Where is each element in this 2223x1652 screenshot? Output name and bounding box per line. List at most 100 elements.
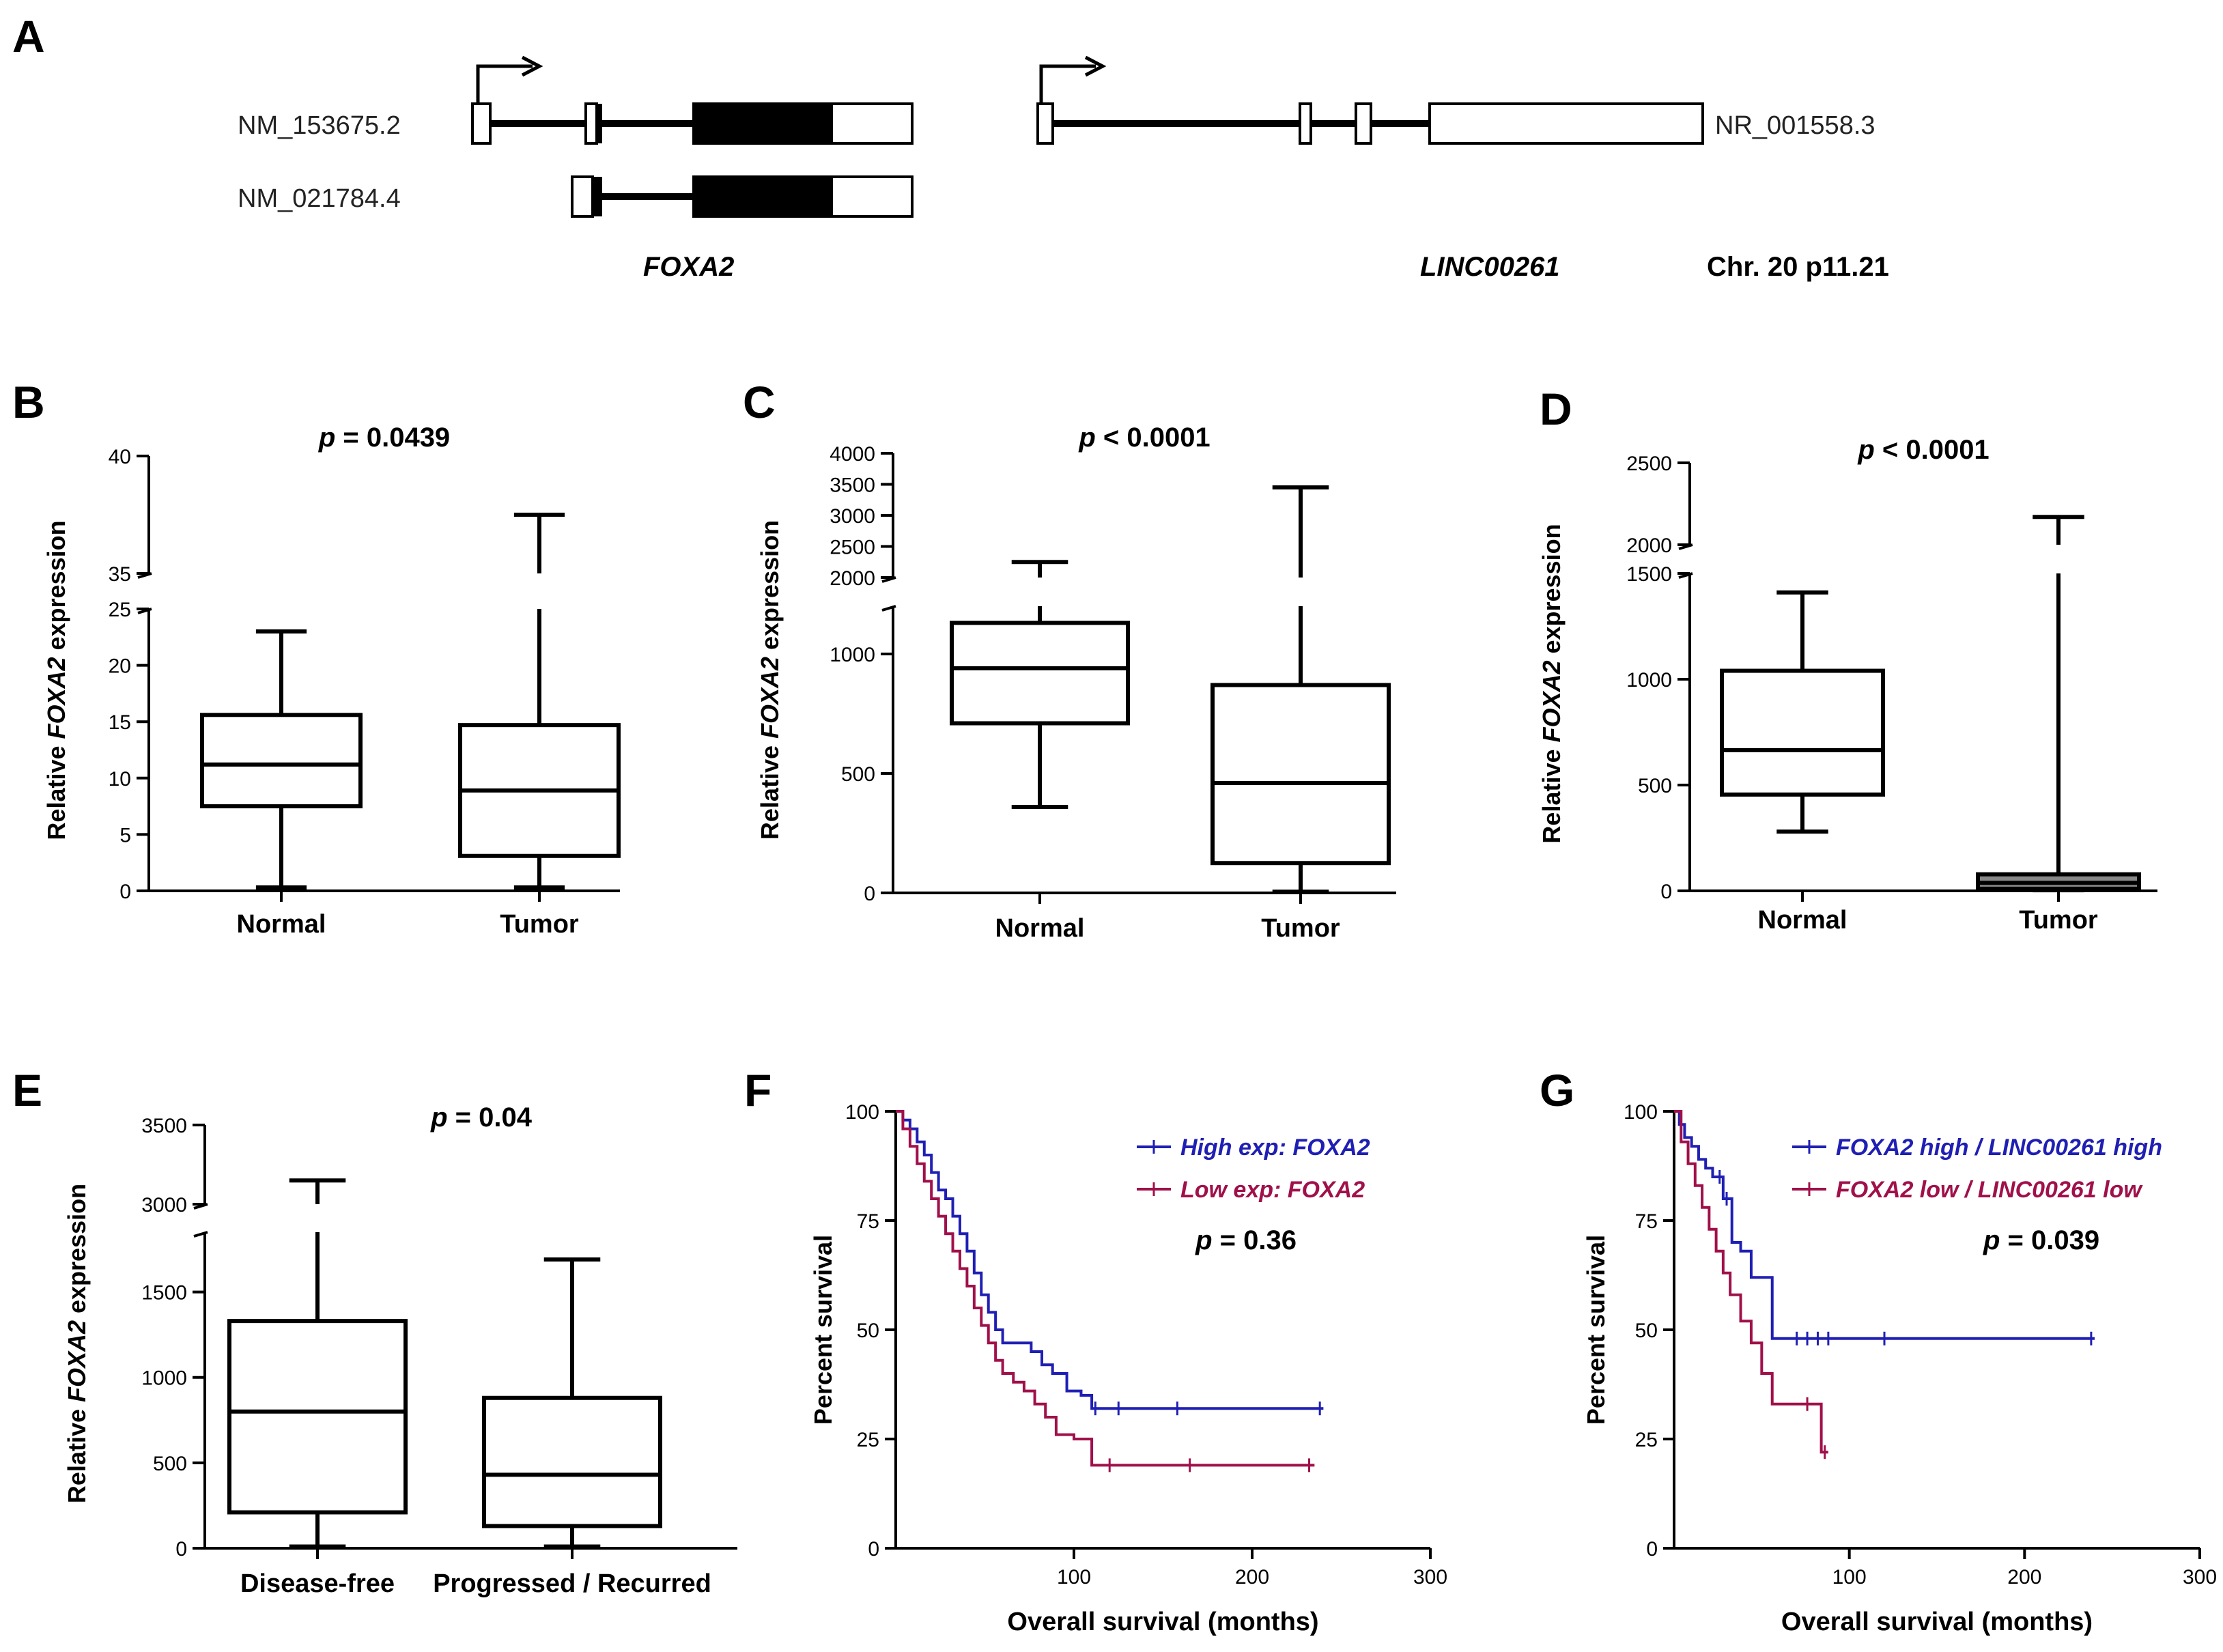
tss-arrow-foxa2 <box>476 64 533 109</box>
exon-coding <box>692 102 833 145</box>
panel-f: F 0 25 50 75 100 100 200 300 Overall survival (mo… <box>744 1065 1447 1636</box>
y-tick-label: 0 <box>1646 1538 1658 1561</box>
y-tick-label: 1000 <box>1626 669 1672 692</box>
box <box>1210 683 1391 866</box>
exon-small-fill <box>597 104 602 143</box>
p-value: p = 0.0439 <box>318 423 450 453</box>
y-tick-label: 100 <box>845 1101 879 1124</box>
exon-utr <box>830 102 914 145</box>
panel-label: F <box>744 1065 771 1115</box>
axis-break-mark <box>881 605 896 612</box>
p-value: p < 0.0001 <box>1857 435 1989 465</box>
axis-break-mark <box>881 576 896 583</box>
y-tick-label: 3000 <box>830 505 875 528</box>
y-tick-label: 2000 <box>1626 535 1672 557</box>
p-value: p = 0.039 <box>1983 1225 2099 1255</box>
y-tick-label: 3500 <box>830 474 875 497</box>
p-value: p = 0.04 <box>430 1102 533 1133</box>
panel-label: B <box>12 377 45 427</box>
box <box>950 621 1130 726</box>
exon-small-fill <box>593 177 602 216</box>
y-tick-label: 2500 <box>830 537 875 559</box>
y-axis-label: Relative FOXA2 expression <box>63 1184 91 1503</box>
axis-break-mark <box>1678 543 1693 550</box>
category-label: Normal <box>1758 906 1847 935</box>
transcript-label: NM_153675.2 <box>238 111 401 140</box>
y-axis-label: Relative FOXA2 expression <box>756 520 784 840</box>
axis-break-mark <box>137 608 152 614</box>
y-tick-label: 0 <box>175 1538 187 1561</box>
y-axis-label: Percent survival <box>1582 1235 1610 1425</box>
p-value: p = 0.36 <box>1195 1225 1297 1255</box>
y-tick-label: 4000 <box>830 443 875 466</box>
exon <box>1036 102 1054 145</box>
exon-coding <box>692 175 833 218</box>
exon <box>1299 102 1312 145</box>
box <box>200 713 363 809</box>
axis-break-mark <box>193 1203 208 1210</box>
survival-curve <box>896 1110 1315 1467</box>
y-tick-label: 50 <box>1635 1320 1658 1342</box>
y-tick-label: 2000 <box>830 567 875 590</box>
x-tick-label: 300 <box>1413 1566 1447 1589</box>
transcript-label: NM_021784.4 <box>238 184 401 213</box>
panel-g: G 0 25 50 75 100 100 200 300 Overall survival (mo… <box>1540 1065 2217 1636</box>
y-tick-label: 100 <box>1624 1101 1658 1124</box>
tss-arrow-linc-head <box>1084 55 1107 77</box>
y-tick-label: 25 <box>1635 1429 1658 1451</box>
y-tick-label: 3000 <box>141 1194 187 1216</box>
category-label: Disease-free <box>240 1569 395 1598</box>
x-tick-label: 100 <box>1832 1566 1867 1589</box>
y-axis-label: Percent survival <box>809 1235 837 1425</box>
exon-utr <box>471 102 492 145</box>
exon <box>1355 102 1372 145</box>
chromosome-locus: Chr. 20 p11.21 <box>1707 252 1889 282</box>
tss-arrow-linc <box>1039 64 1096 109</box>
panel-a: A NM_153675.2 NM_021784.4 NR_001558.3 FO… <box>12 11 1889 282</box>
panel-label: G <box>1540 1065 1574 1115</box>
y-tick-label: 20 <box>109 655 131 678</box>
panel-label: D <box>1540 384 1572 434</box>
y-tick-label: 1000 <box>141 1367 187 1390</box>
exon-small <box>584 102 598 145</box>
y-tick-label: 0 <box>1660 881 1672 903</box>
y-tick-label: 0 <box>864 883 875 905</box>
p-value: p < 0.0001 <box>1078 423 1210 453</box>
box <box>227 1319 408 1515</box>
category-label: Tumor <box>500 910 579 939</box>
y-axis-label: Relative FOXA2 expression <box>1538 524 1566 843</box>
axis-break-mark <box>1678 572 1693 579</box>
legend-entry: Low exp: FOXA2 <box>1180 1177 1365 1203</box>
y-tick-label: 10 <box>109 768 131 791</box>
y-tick-label: 1500 <box>141 1282 187 1305</box>
category-label: Normal <box>237 910 326 939</box>
y-tick-label: 500 <box>1638 775 1672 797</box>
survival-curve <box>1674 1110 1828 1454</box>
gene-name-foxa2: FOXA2 <box>643 252 734 282</box>
y-tick-label: 35 <box>109 563 131 586</box>
panel-label: C <box>743 377 776 427</box>
survival-curve <box>1674 1110 2095 1340</box>
tss-arrow-foxa2-head <box>521 55 543 77</box>
x-tick-label: 100 <box>1057 1566 1091 1589</box>
panel-label-a: A <box>12 11 45 61</box>
y-tick-label: 0 <box>119 881 131 903</box>
y-tick-label: 75 <box>857 1210 879 1233</box>
exon <box>1428 102 1704 145</box>
x-axis-label: Overall survival (months) <box>1007 1608 1318 1636</box>
x-tick-label: 200 <box>2007 1566 2041 1589</box>
panel-label: E <box>12 1065 42 1115</box>
box <box>1720 668 1885 797</box>
x-tick-label: 300 <box>2183 1566 2217 1589</box>
survival-curve <box>896 1110 1324 1410</box>
y-tick-label: 5 <box>119 824 131 846</box>
y-tick-label: 25 <box>109 599 131 621</box>
y-tick-label: 25 <box>857 1429 879 1451</box>
axis-break-mark <box>193 1231 208 1238</box>
x-axis-label: Overall survival (months) <box>1781 1608 2093 1636</box>
category-label: Progressed / Recurred <box>433 1569 711 1598</box>
y-tick-label: 50 <box>857 1320 879 1342</box>
legend-entry: High exp: FOXA2 <box>1180 1135 1370 1160</box>
y-tick-label: 75 <box>1635 1210 1658 1233</box>
